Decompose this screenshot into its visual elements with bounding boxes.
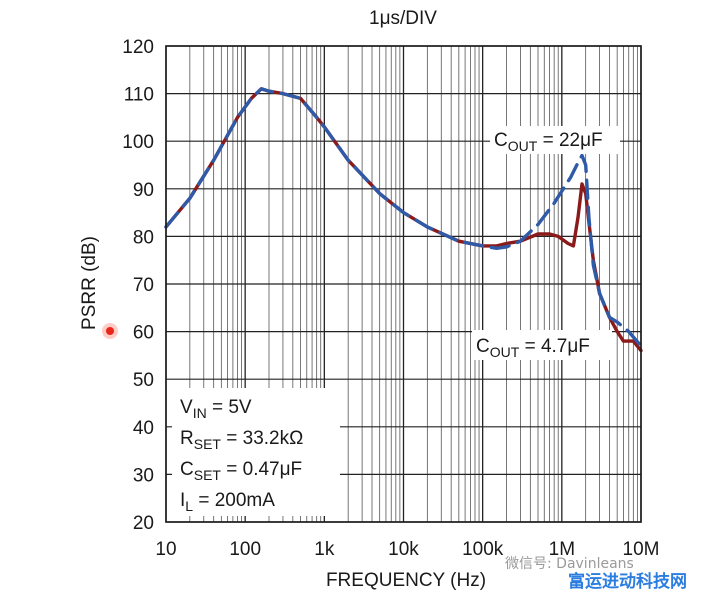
y-tick-label: 70 bbox=[133, 275, 154, 296]
annotation-text: COUT = 22μF bbox=[494, 130, 603, 154]
condition-text: IL = 200mA bbox=[180, 490, 275, 514]
plot-frame bbox=[165, 45, 642, 523]
x-tick-label: 100 bbox=[229, 539, 261, 560]
x-tick-label: 1M bbox=[549, 539, 575, 560]
y-tick-label: 110 bbox=[124, 85, 154, 106]
y-tick-label: 90 bbox=[133, 180, 154, 201]
x-axis-label: FREQUENCY (Hz) bbox=[326, 570, 486, 591]
label-background bbox=[472, 330, 612, 360]
annotation-cout-4-7uf: COUT = 4.7μF bbox=[472, 330, 612, 360]
y-tick-label: 30 bbox=[133, 465, 154, 486]
condition-text: RSET = 33.2kΩ bbox=[180, 428, 303, 452]
watermark-line-2: 富运进动科技网 bbox=[568, 571, 687, 592]
x-tick-label: 100k bbox=[462, 539, 504, 560]
watermark: 微信号: Davinleans 富运进动科技网 bbox=[505, 556, 687, 592]
red-dot-marker-core bbox=[106, 327, 114, 335]
y-tick-label: 50 bbox=[133, 370, 154, 391]
watermark-line-1: 微信号: Davinleans bbox=[505, 556, 634, 572]
x-tick-labels: 10 100 1k 10k 100k 1M 10M bbox=[155, 539, 659, 560]
condition-text: VIN = 5V bbox=[180, 397, 252, 421]
y-tick-label: 60 bbox=[133, 323, 154, 344]
annotation-cout-22uf: COUT = 22μF bbox=[490, 126, 620, 154]
y-tick-label: 40 bbox=[133, 418, 154, 439]
label-background bbox=[490, 126, 620, 154]
y-axis-label: PSRR (dB) bbox=[79, 236, 100, 330]
y-tick-labels: 20 30 40 50 60 70 80 90 100 110 120 bbox=[122, 37, 154, 534]
y-tick-label: 100 bbox=[122, 132, 154, 153]
x-tick-label: 1k bbox=[314, 539, 335, 560]
series-line bbox=[164, 87, 643, 348]
condition-text: CSET = 0.47μF bbox=[180, 459, 302, 483]
conditions-background bbox=[172, 388, 340, 516]
test-conditions: VIN = 5V RSET = 33.2kΩ CSET = 0.47μF IL = 2… bbox=[172, 388, 340, 516]
y-tick-label: 20 bbox=[133, 513, 154, 534]
x-tick-label: 10M bbox=[623, 539, 660, 560]
x-tick-label: 10 bbox=[155, 539, 176, 560]
chart-title: 1μs/DIV bbox=[369, 8, 437, 29]
x-tick-label: 10k bbox=[388, 539, 419, 560]
y-tick-label: 120 bbox=[122, 37, 154, 58]
annotation-text: COUT = 4.7μF bbox=[476, 336, 590, 360]
curves bbox=[164, 87, 643, 353]
y-tick-label: 80 bbox=[133, 227, 154, 248]
